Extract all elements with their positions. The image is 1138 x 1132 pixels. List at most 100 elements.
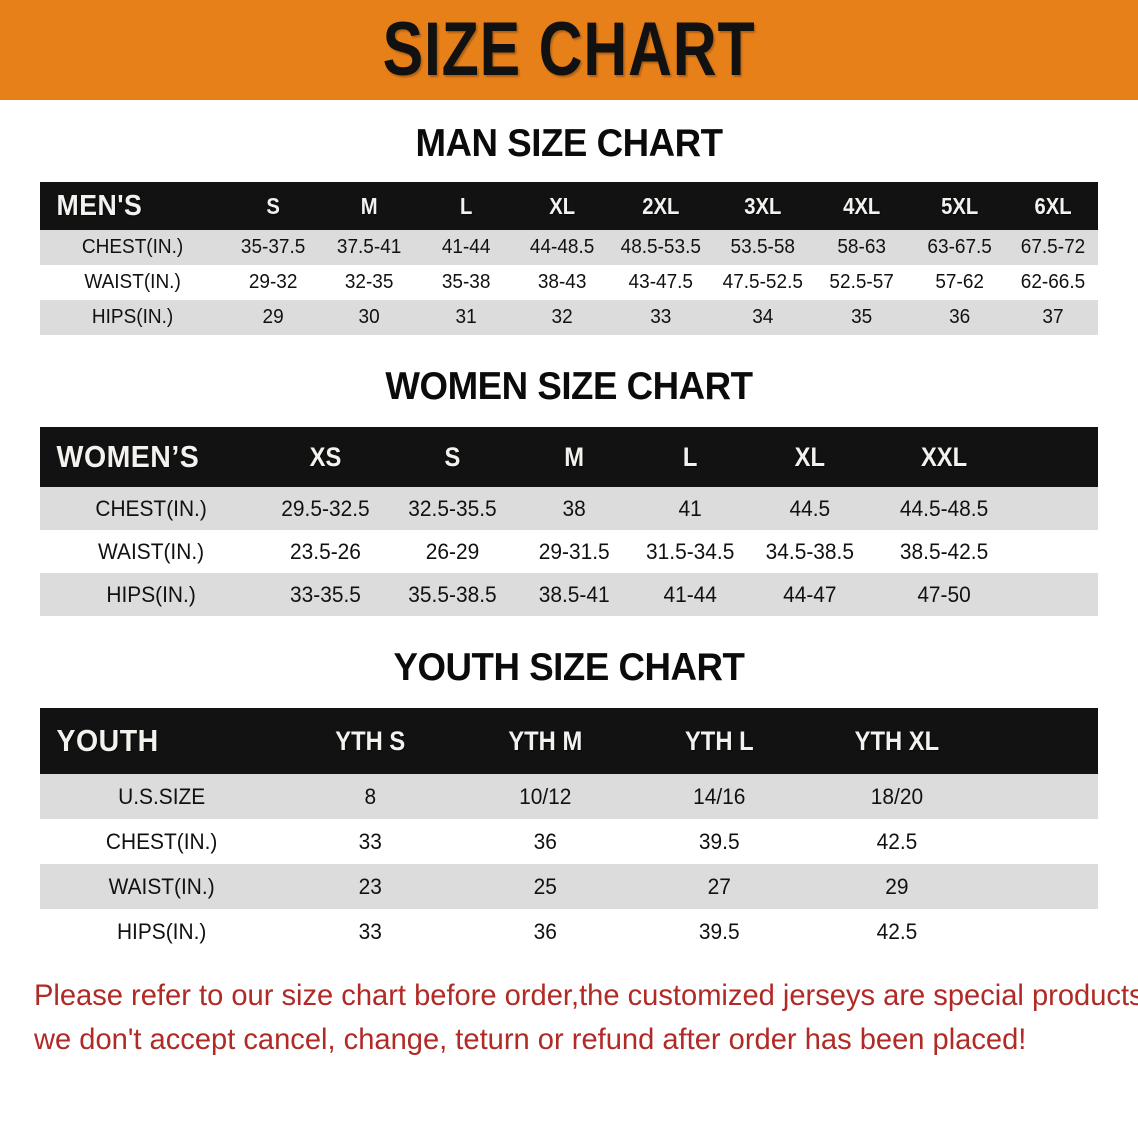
women-chest-xs: 29.5-32.5 [281, 495, 370, 521]
man-size-col-5xl: 5XL [940, 192, 978, 219]
women-waist-xl: 34.5-38.5 [765, 538, 854, 564]
man-size-col-m: M [361, 192, 378, 219]
man-hips-4xl: 35 [851, 306, 873, 328]
man-hips-6xl: 37 [1042, 306, 1064, 328]
man-size-col-2xl: 2XL [642, 192, 680, 219]
youth-header-spacer [987, 708, 1098, 774]
page-banner: SIZE CHART [0, 0, 1138, 100]
man-chest-s: 35-37.5 [241, 236, 306, 258]
man-waist-s: 29-32 [248, 271, 298, 293]
youth-ussize-yth-s: 8 [364, 783, 377, 809]
man-hips-s: 29 [262, 306, 284, 328]
man-header-label: MEN'S [56, 189, 143, 222]
women-row-spacer [1021, 573, 1096, 616]
women-chest-xl: 44.5 [789, 495, 830, 521]
man-size-table-container: MEN'S S M L XL 2XL 3XL 4XL 5XL 6XL CHEST… [40, 182, 1098, 335]
youth-size-table: YOUTH YTH S YTH M YTH L YTH XL U.S.SIZE … [40, 708, 1098, 954]
youth-table-header-row: YOUTH YTH S YTH M YTH L YTH XL [40, 708, 1098, 774]
women-size-col-xxl: XXL [921, 441, 968, 472]
youth-row-spacer [990, 774, 1096, 819]
women-hips-xs: 33-35.5 [290, 581, 362, 607]
man-hips-5xl: 36 [948, 306, 970, 328]
table-row: HIPS(IN.) 33 36 39.5 42.5 [40, 909, 1098, 954]
youth-waist-yth-l: 27 [708, 873, 732, 899]
man-waist-l: 35-38 [441, 271, 491, 293]
youth-row-label-waist: WAIST(IN.) [108, 873, 215, 899]
youth-ussize-yth-xl: 18/20 [870, 783, 924, 809]
youth-waist-yth-s: 23 [358, 873, 383, 899]
women-chest-xxl: 44.5-48.5 [900, 495, 989, 521]
women-size-col-l: L [683, 441, 698, 472]
youth-hips-yth-s: 33 [358, 918, 383, 944]
man-waist-4xl: 52.5-57 [829, 271, 895, 293]
women-row-spacer [1021, 530, 1096, 573]
man-chest-xl: 44-48.5 [529, 236, 595, 258]
table-row: U.S.SIZE 8 10/12 14/16 18/20 [40, 774, 1098, 819]
man-chest-2xl: 48.5-53.5 [620, 236, 702, 258]
table-row: WAIST(IN.) 23.5-26 26-29 29-31.5 31.5-34… [40, 530, 1098, 573]
women-waist-m: 29-31.5 [538, 538, 610, 564]
man-section-title: MAN SIZE CHART [415, 122, 723, 165]
man-size-col-4xl: 4XL [843, 192, 881, 219]
man-chest-6xl: 67.5-72 [1020, 236, 1086, 258]
youth-chest-yth-xl: 42.5 [876, 828, 918, 854]
youth-hips-yth-xl: 42.5 [876, 918, 918, 944]
youth-chest-yth-s: 33 [358, 828, 383, 854]
youth-size-col-yth-m: YTH M [508, 725, 583, 756]
women-size-col-s: S [444, 441, 461, 472]
youth-waist-yth-xl: 29 [885, 873, 909, 899]
youth-row-label-hips: HIPS(IN.) [116, 918, 207, 944]
women-size-col-xl: XL [794, 441, 825, 472]
man-size-col-l: L [459, 192, 473, 219]
disclaimer-line-2: we don't accept cancel, change, teturn o… [34, 1022, 1027, 1056]
man-chest-4xl: 58-63 [837, 236, 887, 258]
youth-chest-yth-m: 36 [533, 828, 557, 854]
man-waist-m: 32-35 [345, 271, 394, 293]
women-hips-m: 38.5-41 [538, 581, 610, 607]
women-chest-l: 41 [679, 495, 703, 521]
women-waist-xxl: 38.5-42.5 [900, 538, 989, 564]
youth-size-table-container: YOUTH YTH S YTH M YTH L YTH XL U.S.SIZE … [40, 708, 1098, 954]
table-row: CHEST(IN.) 29.5-32.5 32.5-35.5 38 41 44.… [40, 487, 1098, 530]
youth-header-label: YOUTH [56, 723, 159, 758]
women-row-label-chest: CHEST(IN.) [95, 495, 207, 521]
women-section-title: WOMEN SIZE CHART [385, 365, 753, 408]
table-row: WAIST(IN.) 23 25 27 29 [40, 864, 1098, 909]
youth-row-label-us-size: U.S.SIZE [118, 783, 206, 809]
man-waist-3xl: 47.5-52.5 [722, 271, 803, 293]
youth-row-label-chest: CHEST(IN.) [105, 828, 218, 854]
women-waist-l: 31.5-34.5 [646, 538, 735, 564]
women-header-label: WOMEN’S [56, 439, 200, 474]
man-row-label-hips: HIPS(IN.) [91, 306, 174, 328]
women-header-spacer [1019, 427, 1098, 487]
man-chest-l: 41-44 [441, 236, 491, 258]
man-size-col-xl: XL [549, 192, 576, 219]
women-row-label-waist: WAIST(IN.) [98, 538, 205, 564]
youth-section-title: YOUTH SIZE CHART [393, 646, 745, 689]
youth-size-col-yth-xl: YTH XL [854, 725, 940, 756]
man-chest-3xl: 53.5-58 [730, 236, 795, 258]
youth-ussize-yth-l: 14/16 [693, 783, 746, 809]
women-chest-s: 32.5-35.5 [408, 495, 497, 521]
man-row-label-chest: CHEST(IN.) [81, 236, 184, 258]
disclaimer-line-1: Please refer to our size chart before or… [34, 979, 1138, 1012]
page-title: SIZE CHART [382, 7, 756, 92]
women-row-label-hips: HIPS(IN.) [106, 581, 196, 607]
youth-size-col-yth-l: YTH L [685, 725, 755, 756]
table-row: HIPS(IN.) 29 30 31 32 33 34 35 36 37 [40, 300, 1098, 335]
women-hips-l: 41-44 [663, 581, 718, 607]
man-waist-2xl: 43-47.5 [628, 271, 694, 293]
man-hips-xl: 32 [551, 306, 573, 328]
table-row: CHEST(IN.) 33 36 39.5 42.5 [40, 819, 1098, 864]
women-hips-xl: 44-47 [782, 581, 837, 607]
man-size-col-s: S [266, 192, 281, 219]
women-row-spacer [1021, 487, 1096, 530]
women-waist-xs: 23.5-26 [290, 538, 362, 564]
women-table-header-row: WOMEN’S XS S M L XL XXL [40, 427, 1098, 487]
women-size-col-m: M [564, 441, 585, 472]
youth-ussize-yth-m: 10/12 [519, 783, 572, 809]
man-row-label-waist: WAIST(IN.) [84, 271, 181, 293]
man-hips-2xl: 33 [650, 306, 672, 328]
women-waist-s: 26-29 [425, 538, 480, 564]
man-hips-m: 30 [358, 306, 381, 328]
